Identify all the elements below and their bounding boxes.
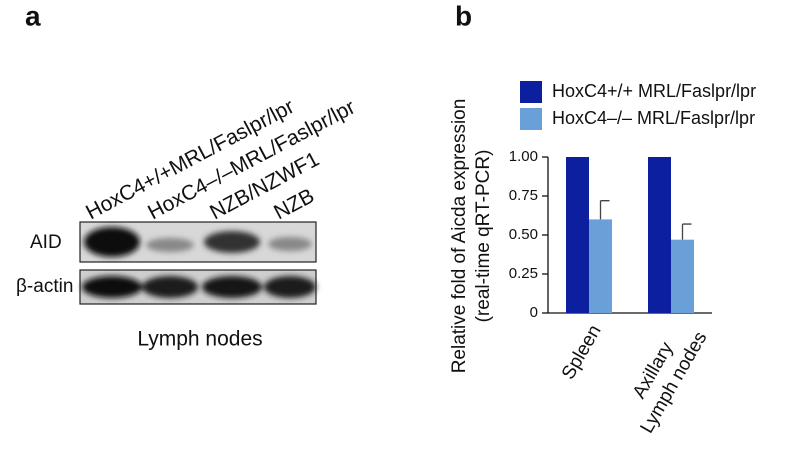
y-tick-label: 0.75: [509, 187, 538, 204]
y-tick-label: 0: [530, 304, 538, 321]
x-tick-label: Spleen: [558, 322, 606, 384]
blot-aid: [79, 221, 317, 263]
bar: [589, 219, 612, 313]
error-bar: [681, 223, 692, 240]
error-bar: [599, 200, 610, 220]
bar: [566, 157, 589, 313]
row-label: AID: [30, 232, 62, 253]
caption: Lymph nodes: [137, 328, 262, 351]
legend-swatch: [520, 81, 542, 103]
y-tick-label: 0.25: [509, 265, 538, 282]
legend-label: HoxC4–/– MRL/Faslpr/lpr: [552, 108, 755, 128]
panel-label: a: [25, 0, 41, 31]
panel-label: b: [455, 0, 472, 31]
legend-swatch: [520, 108, 542, 130]
y-axis-label: (real-time qRT-PCR): [473, 150, 494, 323]
x-tick-label: AxillaryLymph nodes: [616, 316, 712, 437]
bar: [671, 239, 694, 313]
blot-actin: [79, 269, 317, 305]
bar: [648, 157, 671, 313]
row-label: β-actin: [16, 276, 73, 297]
y-tick-label: 0.50: [509, 226, 538, 243]
y-axis-label: Relative fold of Aicda expression: [449, 99, 470, 374]
legend-label: HoxC4+/+ MRL/Faslpr/lpr: [552, 81, 756, 101]
y-tick-label: 1.00: [509, 148, 538, 165]
